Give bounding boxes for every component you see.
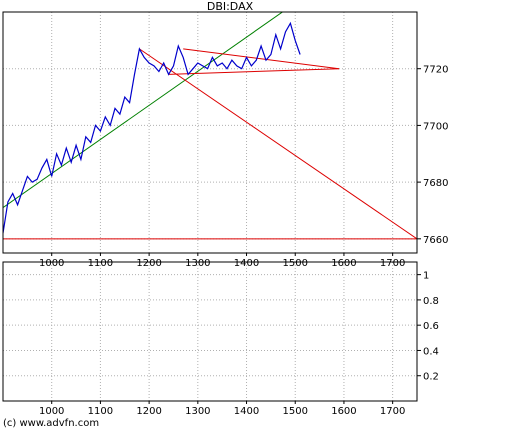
price-x-tick-label: 1100 [88, 258, 113, 269]
indicator-x-tick-label: 1600 [331, 406, 356, 417]
indicator-x-tick-label: 1100 [88, 406, 113, 417]
indicator-y-tick-label: 0.4 [423, 346, 439, 357]
price-x-tick-label: 1600 [331, 258, 356, 269]
price-x-tick-label: 1700 [380, 258, 405, 269]
price-x-tick-label: 1000 [39, 258, 64, 269]
price-y-tick-label: 7720 [423, 65, 448, 76]
indicator-y-tick-label: 1 [423, 271, 429, 282]
indicator-x-tick-label: 1700 [380, 406, 405, 417]
price-panel: 1000 1100 1200 1300 1400 1500 1600 1700 7660 7680… [2, 0, 448, 269]
price-y-tick-label: 7700 [423, 121, 448, 132]
indicator-x-tick-label: 1000 [39, 406, 64, 417]
price-trendline-1 [139, 48, 417, 240]
price-trendline-2 [183, 48, 340, 70]
indicator-y-tick-label: 0.6 [423, 321, 439, 332]
price-y-tick-label: 7660 [423, 235, 448, 246]
price-series-line-0 [3, 21, 301, 234]
price-x-tick-label: 1300 [185, 258, 210, 269]
price-trendline-3 [168, 68, 340, 75]
price-x-tick-label: 1500 [283, 258, 308, 269]
indicator-y-tick-label: 0.8 [423, 296, 439, 307]
price-y-tick-label: 7680 [423, 178, 448, 189]
price-frame [2, 11, 418, 254]
indicator-x-tick-label: 1500 [283, 406, 308, 417]
indicator-panel: 1000 1100 1200 1300 1400 1500 1600 1700 0.2 0.4 0.… [2, 261, 439, 417]
indicator-x-tick-label: 1400 [234, 406, 259, 417]
price-title: DBI:DAX [207, 0, 254, 13]
indicator-y-tick-label: 0.2 [423, 372, 439, 383]
price-x-tick-label: 1400 [234, 258, 259, 269]
price-x-tick-label: 1200 [136, 258, 161, 269]
indicator-frame [2, 261, 418, 402]
indicator-x-tick-label: 1300 [185, 406, 210, 417]
price-trendline-0 [3, 12, 284, 209]
credit-text: (c) www.advfn.com [3, 418, 99, 429]
indicator-x-tick-label: 1200 [136, 406, 161, 417]
